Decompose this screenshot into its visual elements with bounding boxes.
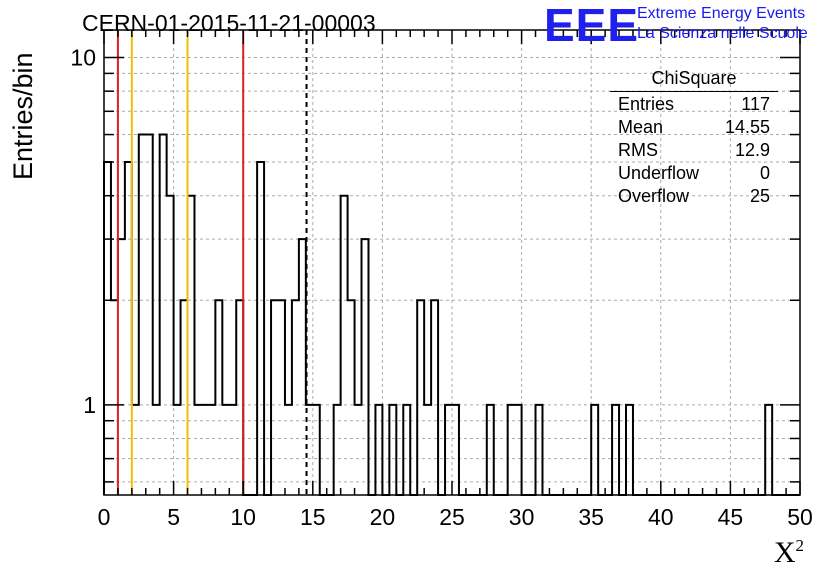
stats-value: 12.9 [734, 140, 770, 160]
axis-ticks [103, 30, 801, 495]
stats-value: 117 [741, 94, 770, 114]
x-tick-label: 15 [300, 504, 326, 530]
reference-lines [116, 30, 308, 495]
stats-value: 0 [759, 163, 770, 183]
x-tick-label: 0 [98, 504, 111, 530]
stats-value: 14.55 [724, 117, 770, 137]
y-tick-label: 1 [83, 392, 96, 418]
chart-title: CERN-01-2015-11-21-00003 [82, 10, 376, 36]
stats-row-overflow: Overflow 25 [610, 186, 778, 209]
logo-line-1: Extreme Energy Events [637, 5, 806, 22]
x-axis-label: X2 [774, 536, 804, 570]
stats-value: 25 [749, 186, 770, 206]
stats-row-rms: RMS 12.9 [610, 140, 778, 163]
y-tick-label: 10 [70, 45, 96, 71]
stats-box: ChiSquare Entries 117 Mean 14.55 RMS 12.9 U… [610, 68, 778, 209]
stats-label: Entries [618, 94, 675, 114]
logo-line-2: La Scienza nelle Scuole [637, 25, 808, 42]
stats-row-mean: Mean 14.55 [610, 117, 778, 140]
stats-label: Mean [618, 117, 664, 137]
stats-label: Underflow [618, 163, 700, 183]
x-axis-label-base: X [773, 536, 796, 569]
x-tick-label: 45 [718, 504, 744, 530]
histogram-outline [103, 133, 800, 496]
x-tick-label: 30 [509, 504, 535, 530]
axis-tick-labels: 0 5 10 15 20 25 30 35 40 45 50 1 10 [70, 45, 812, 530]
y-axis-label: Entries/bin [8, 52, 38, 180]
x-axis-label-sup: 2 [795, 536, 805, 555]
x-tick-label: 10 [230, 504, 256, 530]
stats-row-underflow: Underflow 0 [610, 163, 778, 186]
stats-label: RMS [618, 140, 658, 160]
logo-text: Extreme Energy Events La Scienza nelle S… [637, 4, 808, 44]
x-tick-label: 35 [578, 504, 604, 530]
x-tick-label: 25 [439, 504, 465, 530]
x-tick-label: 40 [648, 504, 674, 530]
x-tick-label: 20 [370, 504, 396, 530]
stats-title: ChiSquare [610, 68, 778, 92]
histogram-bars [103, 133, 800, 496]
stats-row-entries: Entries 117 [610, 94, 778, 117]
x-tick-label: 50 [787, 504, 813, 530]
x-tick-label: 5 [167, 504, 180, 530]
eee-logo: EEE [544, 0, 640, 51]
stats-label: Overflow [618, 186, 690, 206]
